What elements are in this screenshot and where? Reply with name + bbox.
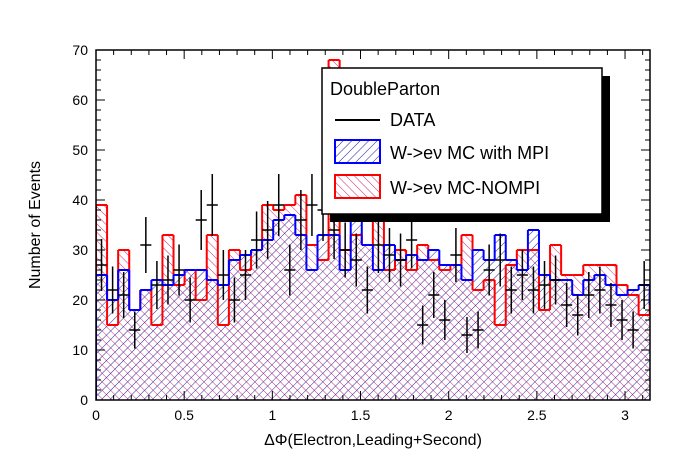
x-tick-label: 1.5 (351, 407, 371, 423)
x-axis-title: ΔΦ(Electron,Leading+Second) (264, 432, 482, 449)
plot-frame (95, 49, 651, 401)
y-tick-label: 20 (72, 292, 88, 308)
y-tick-label: 0 (80, 392, 88, 408)
y-tick-label: 50 (72, 142, 88, 158)
mc-mpi-hatch-fill (96, 215, 650, 400)
y-tick-label: 10 (72, 342, 88, 358)
x-tick-label: 0.5 (174, 407, 194, 423)
x-tick-label: 3 (621, 407, 629, 423)
y-tick-label: 40 (72, 192, 88, 208)
legend-title: DoubleParton (330, 79, 440, 99)
y-tick-label: 60 (72, 92, 88, 108)
x-tick-label: 2 (445, 407, 453, 423)
legend-entry-data: DATA (390, 110, 435, 130)
legend-nompi-swatch (334, 174, 381, 199)
legend: DoubleParton DATA W->eν MC with MPI W->e… (321, 67, 610, 222)
legend-entry-nompi: W->eν MC-NOMPI (390, 178, 540, 198)
x-tick-label: 0 (92, 407, 100, 423)
y-tick-label: 30 (72, 242, 88, 258)
legend-mpi-swatch (334, 139, 381, 164)
x-tick-label: 2.5 (527, 407, 547, 423)
legend-entry-mpi: W->eν MC with MPI (390, 143, 549, 163)
y-axis-title: Number of Events (27, 161, 44, 289)
y-tick-label: 70 (72, 42, 88, 58)
x-tick-label: 1 (268, 407, 276, 423)
